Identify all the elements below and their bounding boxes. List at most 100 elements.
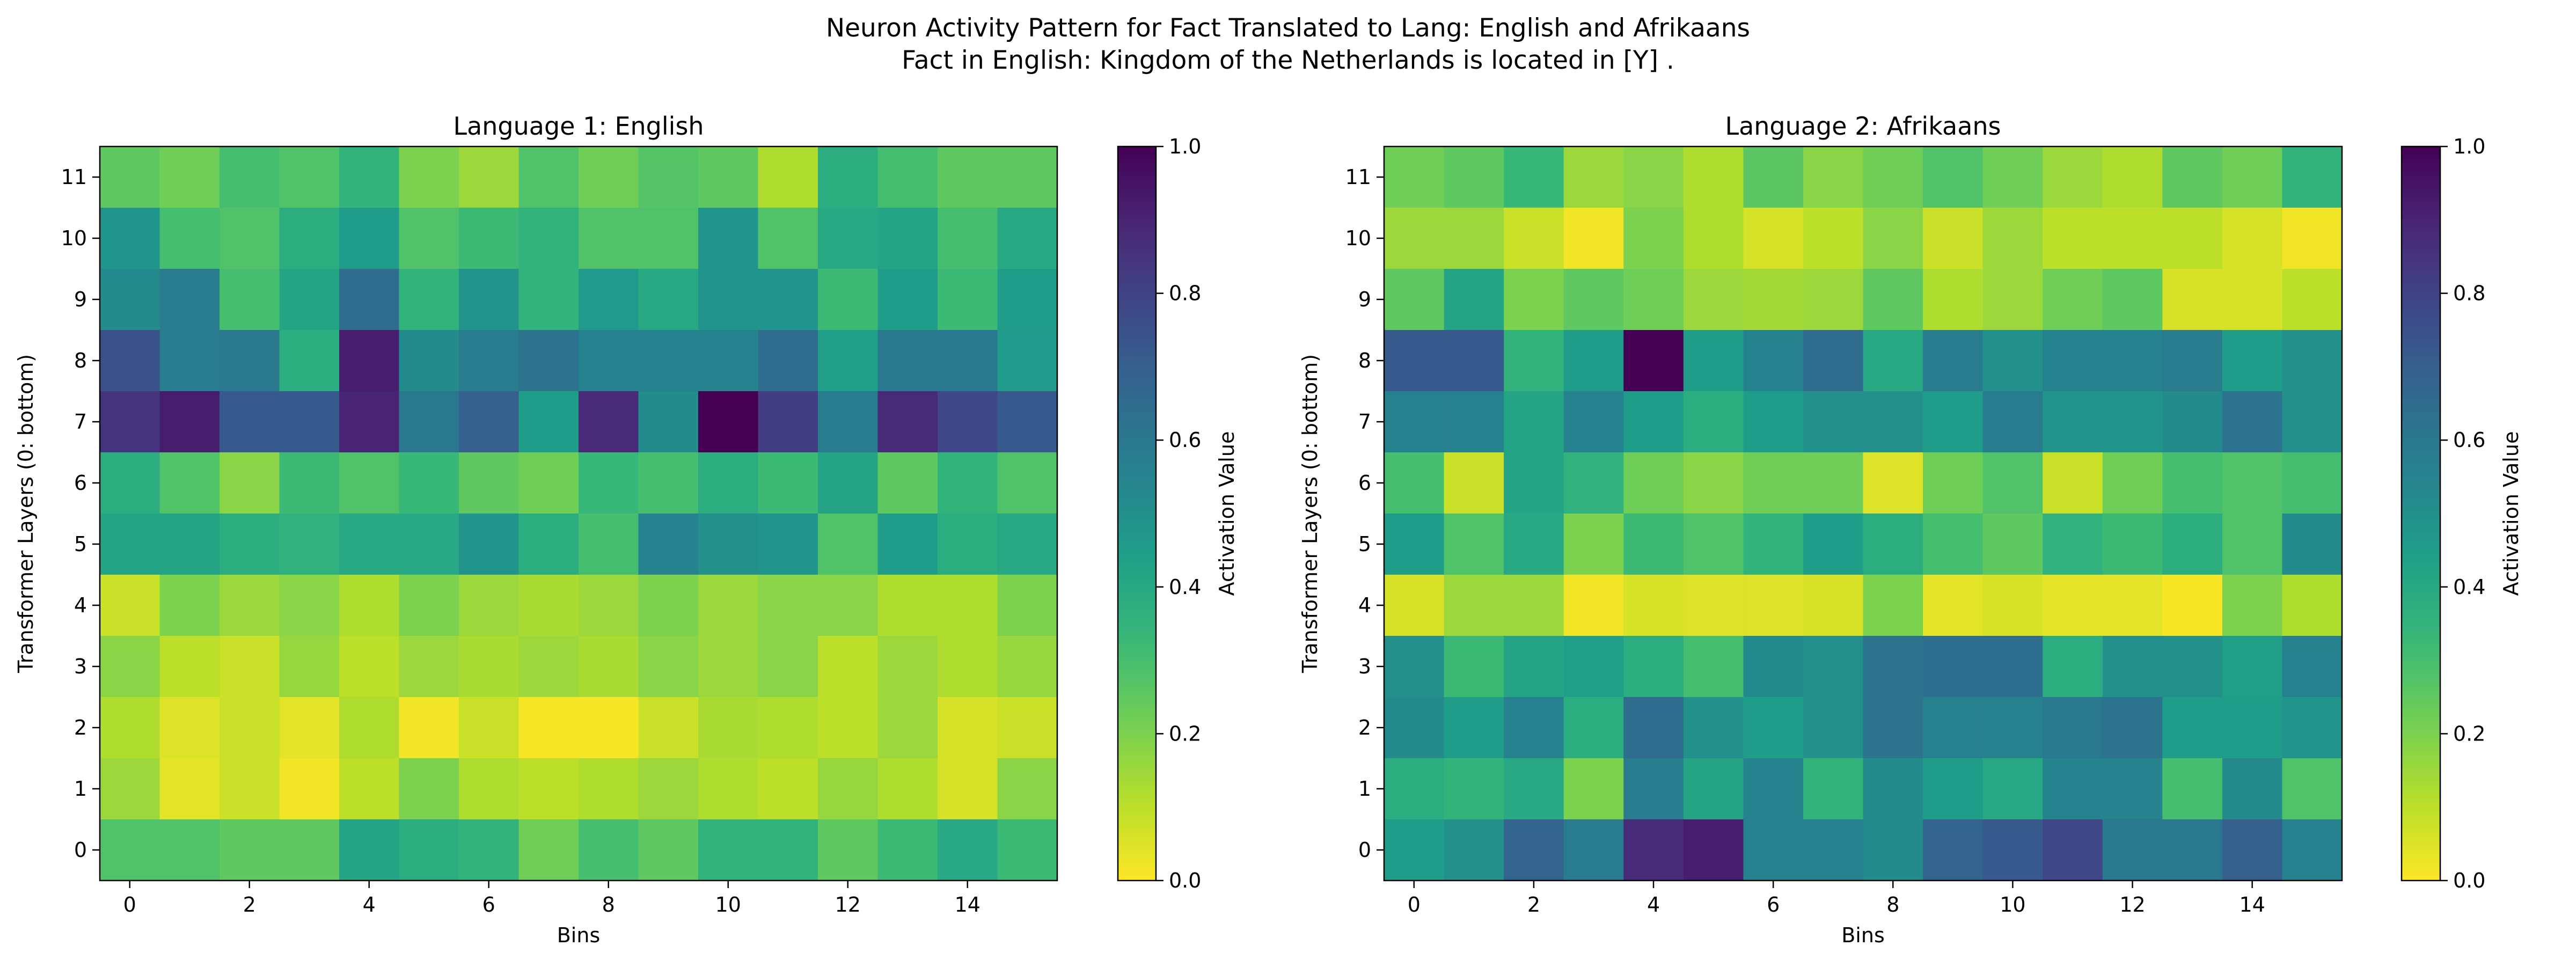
heatmap-cell (2043, 208, 2103, 269)
heatmap-cell (279, 269, 340, 331)
heatmap-cell (997, 452, 1058, 514)
colorbar-tick-label: 0.4 (1169, 575, 1201, 599)
heatmap-cell (579, 819, 639, 881)
heatmap-cell (219, 575, 280, 636)
heatmap-cell (459, 575, 519, 636)
colorbar-tick-label: 0.0 (2453, 869, 2485, 892)
heatmap-cell (1803, 330, 1864, 392)
heatmap-cell (758, 452, 818, 514)
heatmap-cell (758, 575, 818, 636)
x-tick-label: 10 (2000, 893, 2025, 916)
heatmap-cell (279, 146, 340, 208)
heatmap-cell (938, 758, 998, 820)
heatmap-cell (997, 208, 1058, 269)
heatmap-cell (1504, 146, 1564, 208)
heatmap-cell (518, 758, 579, 820)
heatmap-cell (159, 208, 220, 269)
heatmap-cell (1923, 636, 1984, 698)
heatmap-cell (1683, 330, 1744, 392)
heatmap-cell (638, 697, 699, 759)
heatmap-cell (1504, 208, 1564, 269)
heatmap-cell (2043, 636, 2103, 698)
heatmap-cell (459, 269, 519, 331)
heatmap-cell (518, 452, 579, 514)
heatmap-cell (159, 269, 220, 331)
heatmap-cell (1982, 330, 2043, 392)
colorbar (1118, 146, 1156, 881)
heatmap-cell (2162, 575, 2223, 636)
y-tick-label: 0 (74, 838, 87, 862)
heatmap-cell (1982, 146, 2043, 208)
heatmap-cell (399, 636, 459, 698)
heatmap-cell (818, 330, 879, 392)
heatmap-cell (100, 819, 160, 881)
heatmap-cell (1982, 819, 2043, 881)
x-tick-label: 4 (363, 893, 376, 916)
heatmap-cell (518, 575, 579, 636)
heatmap-cell (459, 819, 519, 881)
heatmap-cell (1384, 819, 1445, 881)
heatmap-cell (1863, 575, 1923, 636)
heatmap-cell (1863, 146, 1923, 208)
heatmap-cell (399, 330, 459, 392)
heatmap-cell (1803, 819, 1864, 881)
heatmap-cell (1563, 146, 1624, 208)
heatmap-cell (1504, 330, 1564, 392)
figure-title-line2: Fact in English: Kingdom of the Netherla… (902, 46, 1674, 75)
heatmap-cell (100, 575, 160, 636)
heatmap-cell (698, 269, 759, 331)
heatmap-cell (1623, 146, 1684, 208)
heatmap-cell (638, 758, 699, 820)
heatmap-cell (818, 758, 879, 820)
y-tick-label: 3 (1358, 655, 1371, 678)
y-tick-label: 9 (74, 288, 87, 311)
heatmap-cell (518, 208, 579, 269)
heatmap-cell (638, 636, 699, 698)
heatmap-cell (1563, 819, 1624, 881)
heatmap-cell (997, 269, 1058, 331)
heatmap-cell (279, 758, 340, 820)
heatmap-cell (997, 636, 1058, 698)
heatmap-cell (2282, 269, 2343, 331)
heatmap-cell (1623, 636, 1684, 698)
heatmap-cell (698, 575, 759, 636)
heatmap-cell (1743, 758, 1804, 820)
heatmap-cell (1982, 758, 2043, 820)
heatmap-cells (100, 146, 1058, 881)
colorbar-frame (1117, 145, 1157, 882)
heatmap-cell (638, 330, 699, 392)
colorbar-tick-label: 0.6 (2453, 428, 2485, 452)
heatmap-cell (1743, 697, 1804, 759)
heatmap-cell (339, 819, 400, 881)
heatmap-cell (159, 819, 220, 881)
heatmap-cell (1863, 697, 1923, 759)
heatmap-cell (1563, 391, 1624, 453)
heatmap-cell (459, 514, 519, 575)
heatmap-cell (1923, 575, 1984, 636)
y-tick-label: 11 (61, 165, 87, 189)
figure-title-line1: Neuron Activity Pattern for Fact Transla… (826, 13, 1750, 43)
heatmap-cell (1384, 146, 1445, 208)
heatmap-cell (339, 269, 400, 331)
x-tick-label: 10 (715, 893, 741, 916)
heatmap-cell (1923, 146, 1984, 208)
heatmap-cell (997, 758, 1058, 820)
heatmap-cell (1504, 391, 1564, 453)
heatmap-cell (1743, 575, 1804, 636)
colorbar-tick-label: 0.2 (1169, 722, 1201, 745)
heatmap-cell (2222, 269, 2283, 331)
heatmap-cell (1923, 697, 1984, 759)
heatmap-cell (1444, 819, 1504, 881)
heatmap-cell (2102, 636, 2163, 698)
heatmap-cell (2162, 269, 2223, 331)
heatmap-cell (459, 330, 519, 392)
heatmap-cell (219, 146, 280, 208)
heatmap-cell (698, 330, 759, 392)
heatmap-cell (100, 269, 160, 331)
heatmap-cell (100, 636, 160, 698)
heatmap-cell (1863, 330, 1923, 392)
heatmap-cell (1384, 452, 1445, 514)
heatmap-cell (938, 208, 998, 269)
heatmap-cell (100, 330, 160, 392)
y-tick-label: 3 (74, 655, 87, 678)
